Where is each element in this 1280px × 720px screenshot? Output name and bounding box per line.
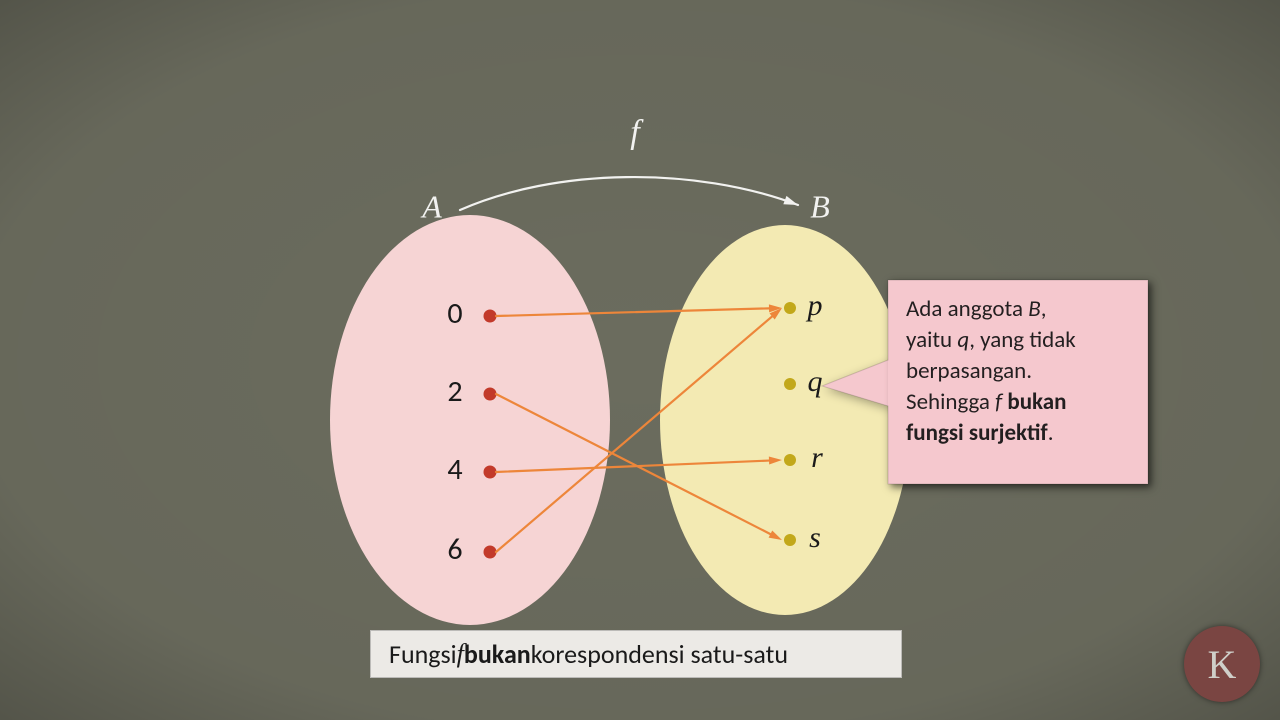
caption-bar: Fungsi f bukan korespondensi satu-satu [370, 630, 902, 678]
svg-text:0: 0 [447, 295, 462, 332]
svg-text:2: 2 [447, 373, 462, 410]
svg-text:r: r [811, 441, 823, 474]
svg-text:s: s [809, 521, 821, 554]
brand-logo-icon: K [1184, 626, 1260, 702]
explanation-callout: Ada anggota B,yaitu q, yang tidakberpasa… [888, 280, 1148, 484]
diagram-stage: fAB0246pqrs Ada anggota B,yaitu q, yang … [0, 0, 1280, 720]
svg-text:A: A [420, 188, 442, 224]
svg-text:B: B [810, 188, 830, 224]
svg-text:6: 6 [447, 531, 462, 568]
svg-text:4: 4 [447, 451, 462, 488]
svg-text:q: q [808, 365, 823, 398]
svg-text:p: p [806, 289, 823, 322]
